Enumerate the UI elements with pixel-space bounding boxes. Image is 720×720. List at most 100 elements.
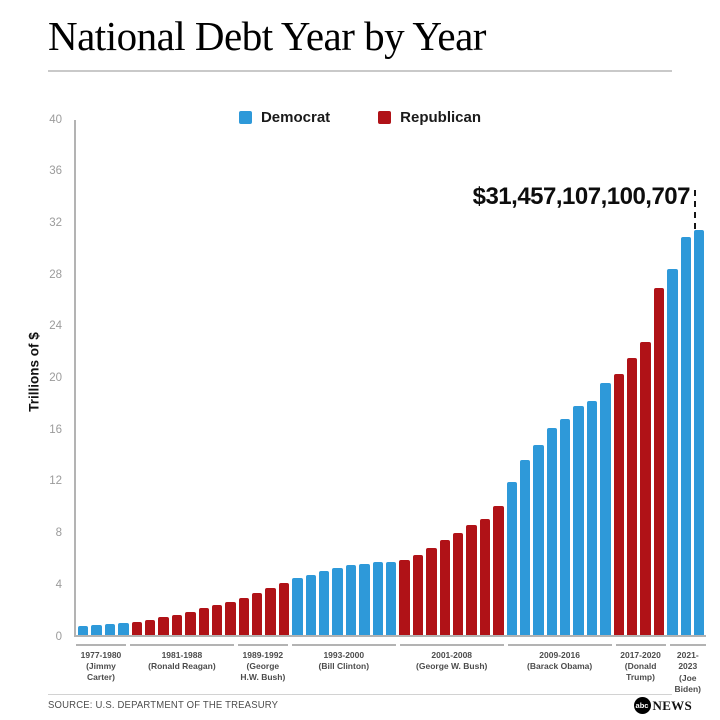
y-tick-36: 36	[49, 165, 62, 178]
bar-1991	[265, 587, 276, 635]
x-group-1981-1988: 1981-1988 (Ronald Reagan)	[128, 644, 236, 694]
bar-1988	[225, 601, 236, 635]
debt-total-annotation: $31,457,107,100,707	[472, 183, 691, 210]
abc-logo-icon: abc	[633, 697, 651, 714]
bar-2010	[519, 460, 531, 635]
bar-2000	[385, 562, 397, 635]
bar-1993	[292, 578, 303, 635]
group-president-label: (Ronald Reagan)	[148, 661, 216, 672]
bar-1977	[78, 626, 89, 635]
group-president-label: (Bill Clinton)	[318, 661, 370, 672]
bar-1981	[131, 622, 142, 635]
bar-2018	[627, 357, 638, 635]
bar-2017	[613, 374, 625, 635]
republican-swatch-icon	[378, 111, 392, 124]
bar-2021	[667, 268, 678, 635]
bar-1989	[238, 598, 250, 635]
group-bracket	[237, 644, 288, 646]
legend-item-republican: Republican	[378, 109, 481, 126]
group-bracket	[399, 644, 504, 646]
group-years-label: 2021-2023	[676, 650, 699, 672]
group-president-label: (Donald Trump)	[624, 661, 657, 683]
group-bracket	[76, 644, 126, 646]
title-divider	[48, 70, 672, 72]
y-tick-0: 0	[55, 630, 62, 643]
x-group-2001-2008: 2001-2008 (George W. Bush)	[398, 644, 506, 694]
bar-2023	[693, 229, 705, 635]
group-president-label: (Joe Biden)	[674, 672, 701, 694]
x-group-2021-2023: 2021-2023 (Joe Biden)	[668, 644, 708, 694]
bar-2006	[466, 525, 477, 635]
y-tick-8: 8	[55, 527, 62, 540]
group-president-label: (George W. Bush)	[416, 661, 488, 672]
y-tick-40: 40	[49, 113, 62, 126]
bar-1994	[305, 574, 317, 635]
group-president-label: (George H.W. Bush)	[240, 661, 286, 683]
bar-1995	[319, 571, 330, 635]
x-group-2009-2016: 2009-2016 (Barack Obama)	[506, 644, 614, 694]
page-title: National Debt Year by Year	[48, 13, 486, 59]
group-years-label: 2009-2016	[539, 650, 580, 660]
y-tick-32: 32	[49, 216, 62, 229]
bar-1985	[185, 611, 196, 635]
bar-1992	[278, 582, 290, 635]
chart-legend: Democrat Republican	[0, 109, 720, 126]
group-years-label: 1977-1980	[80, 650, 122, 660]
bar-1998	[359, 563, 370, 635]
bar-2002	[412, 554, 424, 635]
bar-2005	[452, 532, 464, 635]
democrat-swatch-icon	[238, 111, 252, 124]
bar-2020	[653, 288, 665, 635]
y-axis-ticks: 0 4 8 12 16 20 24 28 32 36 40	[0, 114, 70, 642]
group-bracket	[507, 644, 612, 646]
bar-2019	[640, 342, 651, 635]
bar-2016	[600, 383, 611, 635]
bar-2004	[439, 539, 450, 635]
abc-news-wordmark: NEWS	[652, 697, 692, 713]
legend-label: Democrat	[260, 109, 331, 126]
group-years-label: 1993-2000	[323, 650, 365, 660]
bar-1978	[91, 625, 102, 635]
x-group-1989-1992: 1989-1992 (George H.W. Bush)	[236, 644, 290, 694]
x-group-1993-2000: 1993-2000 (Bill Clinton)	[290, 644, 398, 694]
x-group-2017-2020: 2017-2020 (Donald Trump)	[614, 644, 668, 694]
abc-news-logo: abc NEWS	[633, 697, 693, 714]
legend-label: Republican	[400, 109, 482, 126]
bar-1979	[104, 624, 116, 635]
bar-2007	[479, 519, 491, 635]
bar-2015	[586, 401, 598, 635]
x-group-1977-1980: 1977-1980 (Jimmy Carter)	[74, 644, 128, 694]
plot-area	[74, 120, 706, 637]
footer-divider	[48, 694, 672, 695]
bar-2014	[573, 405, 584, 635]
bar-1982	[144, 620, 156, 635]
bar-1987	[211, 604, 223, 635]
group-bracket	[669, 644, 707, 646]
y-tick-20: 20	[49, 372, 62, 384]
group-president-label: (Jimmy Carter)	[86, 661, 116, 683]
bar-1983	[158, 617, 169, 635]
bar-1980	[118, 623, 129, 635]
y-tick-12: 12	[49, 475, 62, 488]
group-president-label: (Barack Obama)	[527, 661, 593, 672]
group-bracket	[129, 644, 234, 646]
group-years-label: 1989-1992	[242, 650, 284, 660]
source-credit: SOURCE: U.S. DEPARTMENT OF THE TREASURY	[48, 700, 279, 711]
bar-2012	[546, 428, 558, 635]
group-years-label: 2017-2020	[620, 650, 661, 660]
group-bracket	[615, 644, 666, 646]
x-axis-groups: 1977-1980 (Jimmy Carter) 1981-1988 (Ronald …	[74, 644, 708, 694]
bar-2011	[533, 444, 544, 635]
bar-1999	[372, 562, 383, 635]
bar-2013	[560, 419, 571, 635]
y-tick-24: 24	[49, 320, 62, 333]
bar-2009	[506, 481, 517, 635]
bar-2003	[426, 547, 437, 635]
bar-2022	[680, 236, 691, 635]
group-years-label: 1981-1988	[161, 650, 203, 660]
bar-1996	[332, 567, 343, 635]
group-years-label: 2001-2008	[431, 650, 473, 660]
bar-1990	[252, 593, 263, 635]
bar-1986	[198, 607, 209, 635]
